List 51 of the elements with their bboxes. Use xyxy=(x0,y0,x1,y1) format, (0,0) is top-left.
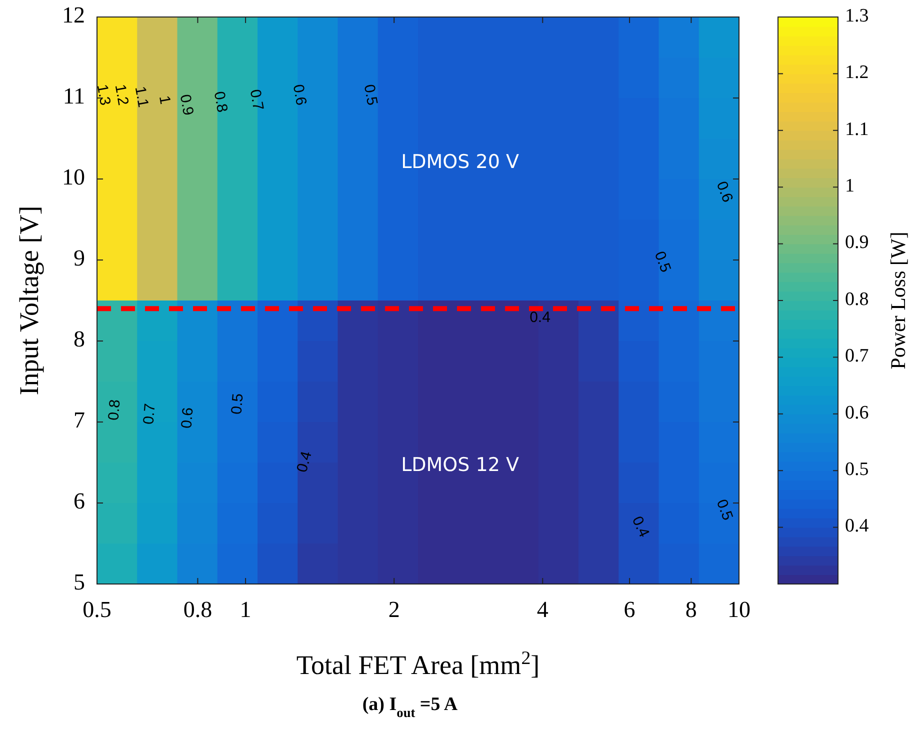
annotation: 0.6 xyxy=(289,83,310,107)
annotation: 0.6 xyxy=(712,179,736,205)
color-bar-label: 0.8 xyxy=(845,288,869,310)
y-tick-label: 9 xyxy=(74,245,85,270)
annotation: 0.4 xyxy=(294,450,316,474)
x-tick-label: 4 xyxy=(536,597,549,622)
x-tick-label: 8 xyxy=(685,597,697,622)
y-axis-title: Input Voltage [V] xyxy=(14,206,44,396)
x-axis-title: Total FET Area [mm$^{2}$] xyxy=(296,648,540,680)
x-tick-label: 6 xyxy=(624,597,636,622)
annotation: 0.8 xyxy=(105,398,124,422)
color-bar-label: 0.4 xyxy=(845,516,870,537)
annotation: 0.4 xyxy=(530,308,550,326)
x-tick-label: 0.5 xyxy=(82,597,112,622)
annotation: 1.3 xyxy=(93,83,114,107)
annotation: 0.5 xyxy=(228,392,247,416)
x-tick-label: 10 xyxy=(728,597,750,622)
color-bar-label: 0.9 xyxy=(845,232,869,254)
annotation: LDMOS 12 V xyxy=(401,454,519,476)
annotation: 0.9 xyxy=(176,93,197,117)
annotation: 1.1 xyxy=(131,85,152,109)
x-tick-label: 0.8 xyxy=(183,597,212,622)
annotation: LDMOS 20 V xyxy=(401,151,519,174)
y-tick-label: 7 xyxy=(74,407,85,432)
x-tick-label: 2 xyxy=(388,597,400,622)
color-bar-label: 1.1 xyxy=(845,118,869,140)
annotation: 0.6 xyxy=(178,406,197,430)
annotation: 1.2 xyxy=(111,83,132,107)
annotation: 1 xyxy=(155,94,174,106)
y-tick-label: 5 xyxy=(74,569,85,594)
y-tick-label: 6 xyxy=(74,488,85,514)
color-bar-label: 0.5 xyxy=(845,458,869,480)
annotation: 0.4 xyxy=(628,514,653,540)
x-tick-label: 1 xyxy=(240,597,252,622)
color-bar-label: 0.6 xyxy=(845,402,869,424)
annotation: 0.8 xyxy=(210,90,231,114)
annotation: 0.5 xyxy=(360,83,381,107)
annotation: 0.7 xyxy=(140,402,159,426)
annotation: 0.7 xyxy=(246,88,267,112)
y-tick-label: 12 xyxy=(62,2,85,28)
text: (a) I$_{out}$ =5 A xyxy=(362,694,458,720)
color-bar-label: 1 xyxy=(845,175,854,196)
annotation: 0.5 xyxy=(712,497,736,523)
y-tick-label: 11 xyxy=(62,83,85,108)
y-tick-label: 10 xyxy=(62,164,85,190)
color-bar-label: 1.3 xyxy=(845,5,869,26)
color-bar-label: 0.7 xyxy=(845,346,869,367)
y-tick-label: 8 xyxy=(74,326,85,352)
color-bar-label: 1.2 xyxy=(845,62,869,84)
annotation: 0.5 xyxy=(650,249,674,275)
color-bar-title: Power Loss [W] xyxy=(886,232,910,370)
